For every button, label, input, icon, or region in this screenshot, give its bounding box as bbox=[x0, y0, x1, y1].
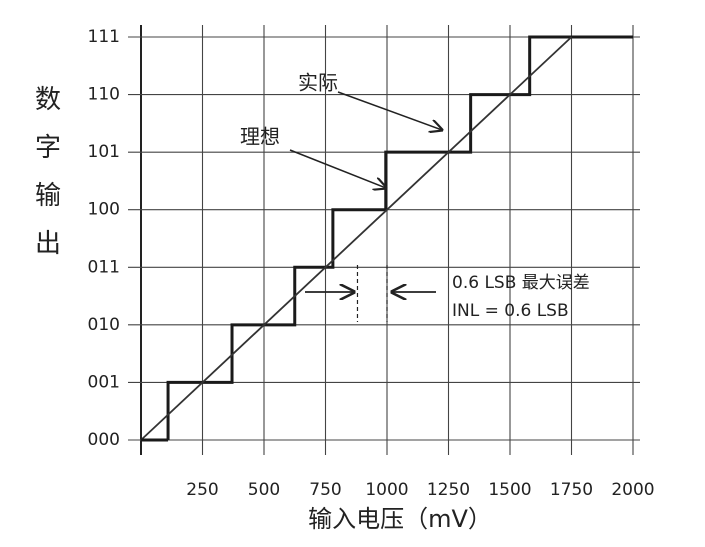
plot-area: 数字输出 000 001 010 011 100 101 110 111 250 500 750 100… bbox=[35, 25, 655, 500]
x-tick-label: 500 bbox=[248, 480, 280, 500]
y-axis-label: 数字输出 bbox=[35, 85, 61, 259]
x-tick-label: 2000 bbox=[611, 480, 654, 500]
x-tick-label: 1250 bbox=[427, 480, 470, 500]
x-tick-label: 1000 bbox=[365, 480, 408, 500]
y-tick-label: 111 bbox=[88, 27, 120, 47]
x-axis-label: 输入电压（mV） bbox=[308, 505, 492, 533]
y-tick-label: 011 bbox=[88, 257, 120, 277]
x-tick-label: 1500 bbox=[488, 480, 531, 500]
y-tick-label: 100 bbox=[88, 200, 120, 220]
annotation: 0.6 LSB 最大误差 bbox=[452, 273, 590, 293]
annotation: INL = 0.6 LSB bbox=[452, 301, 569, 321]
series-label: 理想 bbox=[240, 125, 280, 149]
y-tick-label: 001 bbox=[88, 372, 120, 392]
series-line bbox=[140, 36, 573, 441]
x-tick-label: 750 bbox=[309, 480, 341, 500]
series-label: 实际 bbox=[298, 71, 338, 95]
y-tick-label: 000 bbox=[88, 430, 120, 450]
series-line bbox=[166, 35, 633, 440]
y-tick-label: 010 bbox=[88, 315, 120, 335]
pointer-arrow bbox=[337, 91, 442, 130]
pointer-arrow bbox=[289, 149, 386, 188]
y-tick-label: 101 bbox=[88, 142, 120, 162]
x-tick-label: 1750 bbox=[550, 480, 593, 500]
x-tick-label: 250 bbox=[186, 480, 218, 500]
y-tick-label: 110 bbox=[88, 85, 120, 105]
